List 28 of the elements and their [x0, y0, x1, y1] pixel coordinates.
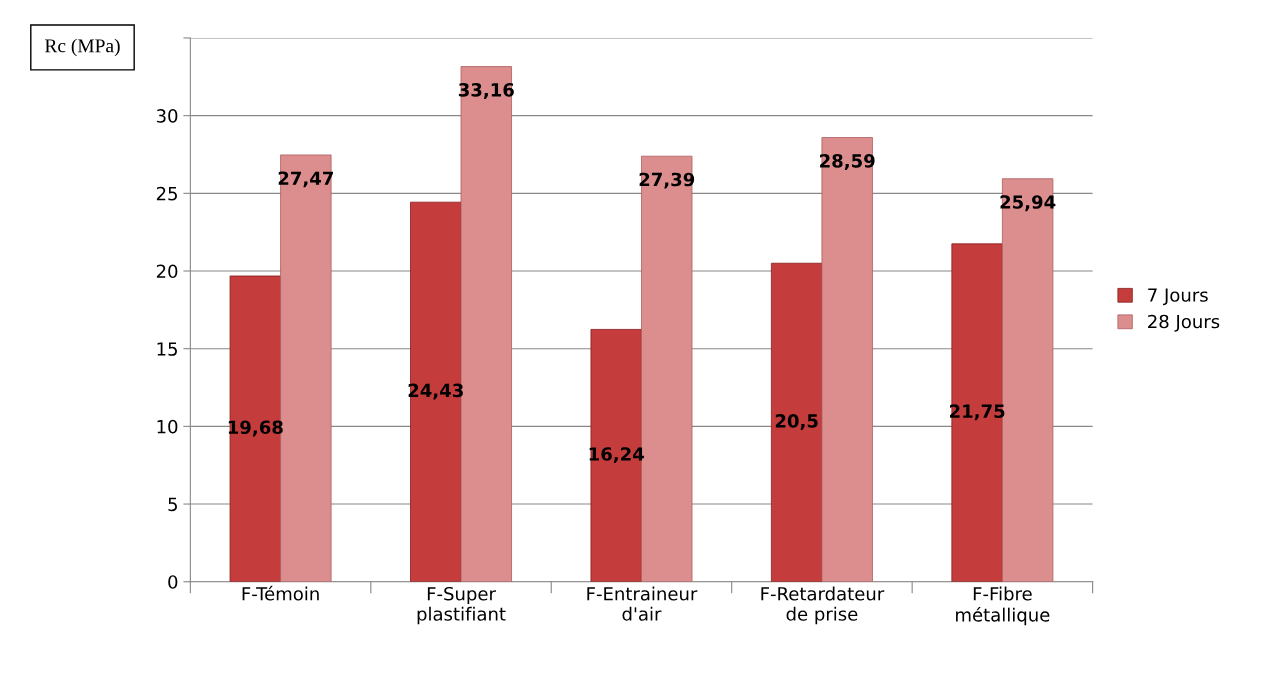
y-tick-label: 25 [156, 186, 177, 201]
y-tick-label: 10 [157, 419, 178, 434]
legend-label: 28 Jours [1148, 314, 1220, 332]
x-tick-label: F-Fibre métallique [956, 586, 1050, 626]
data-label: 33,16 [458, 82, 514, 99]
x-tick-label: F-Témoin [242, 585, 319, 601]
y-tick-label: 5 [168, 497, 177, 512]
x-tick-label: F-Entraineur d'air [587, 586, 698, 621]
data-label: 27,39 [639, 172, 695, 189]
data-label: 19,68 [228, 420, 283, 437]
legend-label: 7 Jours [1148, 288, 1208, 306]
x-tick-label: F-Retardateur de prise [761, 586, 885, 625]
data-label: 27,47 [278, 171, 333, 188]
y-tick-label: 20 [156, 264, 178, 279]
y-tick-label: 0 [168, 575, 178, 589]
y-axis-title: Rc (MPa) [44, 38, 120, 57]
data-label: 28,59 [820, 153, 875, 170]
bar [590, 329, 642, 582]
x-tick-label: F-Super plastifiant [417, 586, 506, 625]
bar [770, 262, 823, 582]
bar [229, 275, 281, 582]
bar [951, 243, 1003, 582]
data-label: 20,5 [775, 414, 818, 431]
bar [410, 201, 462, 582]
data-label: 25,94 [1000, 195, 1056, 212]
y-tick-label: 30 [156, 109, 178, 123]
bar [821, 137, 873, 582]
y-tick-label: 15 [157, 342, 177, 356]
